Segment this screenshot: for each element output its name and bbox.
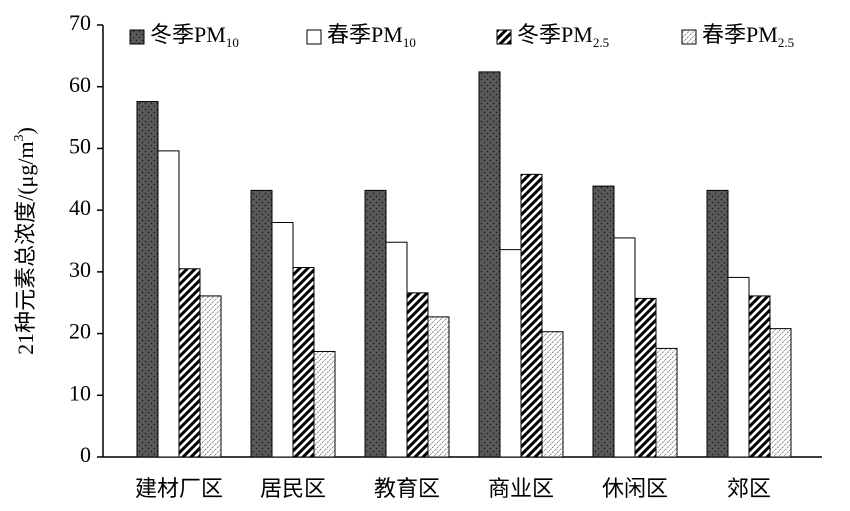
bar (634, 297, 657, 458)
bar (499, 249, 522, 458)
x-tick-label: 居民区 (260, 476, 326, 501)
legend-swatch (496, 29, 512, 45)
y-tick-label: 60 (69, 72, 91, 97)
bar (655, 347, 678, 458)
x-tick-label: 教育区 (374, 476, 440, 501)
y-tick-label: 0 (80, 442, 91, 467)
bar (271, 221, 294, 458)
bar (292, 267, 315, 458)
bar (613, 237, 636, 458)
bar (364, 189, 387, 458)
x-tick-label: 商业区 (488, 476, 554, 501)
legend-swatch (129, 29, 145, 45)
y-tick-label: 70 (69, 10, 91, 35)
y-tick-label: 20 (69, 319, 91, 344)
bar (706, 189, 729, 458)
bar (520, 173, 543, 458)
bar (406, 292, 429, 458)
bar (541, 331, 564, 458)
bar (313, 350, 336, 458)
bar (250, 189, 273, 458)
y-tick-label: 10 (69, 380, 91, 405)
bar (769, 328, 792, 458)
bar (478, 71, 501, 458)
x-tick-label: 郊区 (727, 476, 771, 501)
x-tick-label: 休闲区 (602, 476, 668, 501)
bar (136, 101, 159, 458)
legend-label: 冬季PM2.5 (517, 22, 609, 50)
y-tick-label: 50 (69, 133, 91, 158)
legend-label: 春季PM10 (327, 22, 416, 50)
y-tick-label: 30 (69, 257, 91, 282)
legend-swatch (306, 29, 322, 45)
legend-label: 春季PM2.5 (702, 22, 794, 50)
bar (385, 241, 408, 458)
bar (748, 295, 771, 458)
legend-swatch (681, 29, 697, 45)
bar (427, 316, 450, 458)
bar (157, 150, 180, 458)
x-tick-label: 建材厂区 (135, 476, 223, 501)
bar (178, 268, 201, 458)
legend-label: 冬季PM10 (150, 22, 239, 50)
bar (592, 185, 615, 458)
bar (727, 276, 750, 458)
y-tick-label: 40 (69, 195, 91, 220)
bar (199, 295, 222, 458)
y-axis-label: 21种元素总浓度/(μg/m3) (12, 127, 38, 355)
